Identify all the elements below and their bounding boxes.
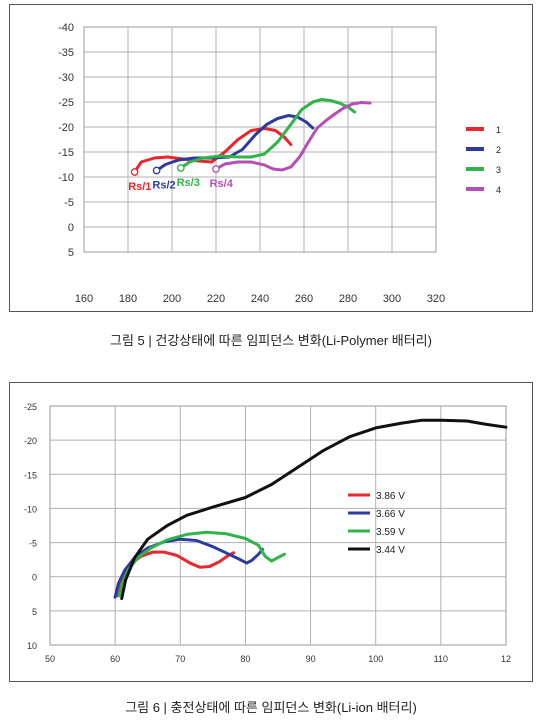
- x-tick-label: 300: [383, 293, 401, 305]
- annotation-label: Rs/2: [152, 180, 175, 192]
- y-tick-label: -10: [58, 172, 74, 184]
- annotation-label: Rs/1: [128, 181, 151, 193]
- legend-label: 3.44 V: [376, 545, 405, 556]
- y-tick-label: -15: [58, 147, 74, 159]
- x-tick-label: 50: [45, 654, 55, 664]
- x-tick-label: 12: [501, 654, 511, 664]
- x-tick-label: 180: [119, 293, 137, 305]
- series-line: [179, 98, 357, 170]
- x-tick-label: 90: [306, 654, 316, 664]
- x-tick-label: 80: [240, 654, 250, 664]
- x-tick-label: 160: [75, 293, 93, 305]
- chart-panel-fig5: [9, 4, 533, 312]
- x-tick-label: 280: [339, 293, 357, 305]
- x-tick-label: 220: [207, 293, 225, 305]
- annotation-label: Rs/4: [210, 178, 234, 190]
- y-tick-label: -15: [24, 470, 37, 480]
- y-tick-label: -20: [58, 122, 74, 134]
- y-tick-label: -30: [58, 72, 74, 84]
- legend-label: 3: [496, 165, 501, 175]
- series-line: [120, 418, 508, 601]
- y-tick-label: 10: [27, 641, 37, 651]
- series-start-marker: [212, 165, 220, 173]
- x-tick-label: 70: [175, 654, 185, 664]
- x-tick-label: 260: [295, 293, 313, 305]
- y-tick-label: -5: [64, 197, 74, 209]
- legend-label: 4: [496, 185, 501, 195]
- caption-fig6: 그림 6 | 충전상태에 따른 임피던스 변화(Li-ion 배터리): [125, 700, 417, 715]
- y-tick-label: -25: [24, 402, 37, 412]
- plot-area: [49, 405, 507, 646]
- y-tick-label: 5: [68, 247, 74, 259]
- legend-label: 3.66 V: [376, 509, 405, 520]
- y-tick-label: 0: [68, 222, 74, 234]
- x-tick-label: 240: [251, 293, 269, 305]
- chart-panel-fig6: [9, 382, 533, 682]
- y-tick-label: -5: [29, 539, 37, 549]
- x-tick-label: 110: [434, 654, 448, 664]
- series-start-marker: [130, 168, 139, 176]
- series-start-marker: [152, 166, 161, 175]
- y-tick-label: -20: [24, 436, 37, 446]
- x-tick-label: 60: [110, 654, 120, 664]
- y-tick-label: 5: [32, 607, 37, 617]
- y-tick-label: -35: [58, 47, 74, 59]
- series-line: [214, 101, 372, 172]
- x-tick-label: 200: [163, 293, 181, 305]
- x-tick-label: 320: [427, 293, 445, 305]
- y-tick-label: -40: [58, 22, 74, 34]
- caption-fig5: 그림 5 | 건강상태에 따른 임피던스 변화(Li-Polymer 배터리): [110, 333, 432, 348]
- series-start-marker: [176, 164, 185, 172]
- legend-label: 3.59 V: [376, 527, 405, 538]
- y-tick-label: -10: [24, 504, 37, 514]
- series-line: [113, 537, 264, 599]
- legend-label: 1: [496, 125, 501, 135]
- legend-label: 3.86 V: [376, 491, 405, 502]
- y-tick-label: -25: [58, 97, 74, 109]
- legend-label: 2: [496, 145, 501, 155]
- x-tick-label: 100: [368, 654, 383, 664]
- chart-2: 50 60 70 80 90 100 110 12 -25 -20 -15 -10 -5 0 5 10 3.86…: [24, 402, 511, 664]
- chart-1: 160 180 200 220 240 260 280 300 320-40-35-30-25-…: [58, 22, 501, 305]
- y-tick-label: 0: [32, 573, 37, 583]
- annotation-label: Rs/3: [177, 177, 200, 189]
